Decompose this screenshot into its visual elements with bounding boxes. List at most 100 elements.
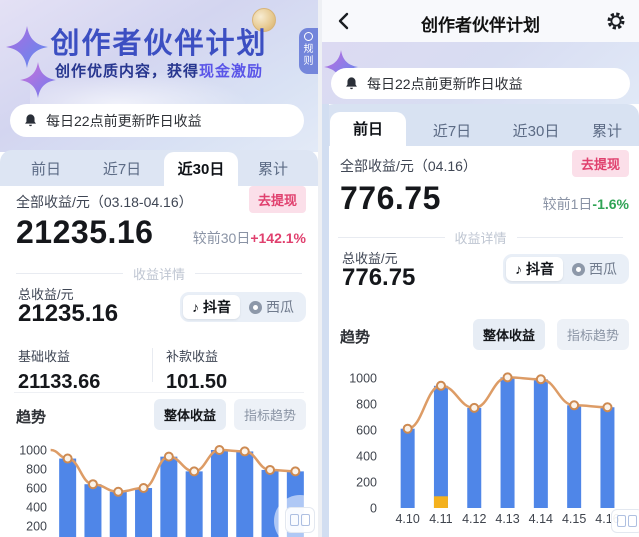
metric-trend-button[interactable]: 指标趋势 xyxy=(233,399,306,430)
details-divider[interactable]: 收益详情 xyxy=(16,264,303,283)
tab-7d[interactable]: 近7日 xyxy=(432,123,472,140)
svg-text:0: 0 xyxy=(370,502,377,516)
trend-chart: 1000 800 600 400 200 xyxy=(19,445,304,537)
platform-xigua-label: 西瓜 xyxy=(589,261,617,277)
svg-text:400: 400 xyxy=(356,450,377,464)
nav-bar: 创作者伙伴计划 xyxy=(322,0,639,42)
trend-chart: 1000 800 600 400 200 0 4.10 4.11 4.12 4.13 4.14 4.1… xyxy=(349,372,619,527)
trend-title: 趋势 xyxy=(340,329,371,346)
rules-icon xyxy=(304,32,313,41)
summary-label: 全部收益/元（04.16） xyxy=(340,158,477,174)
svg-text:4.15: 4.15 xyxy=(562,512,586,526)
breakdown-separator xyxy=(152,348,153,382)
watermark-logo xyxy=(611,509,639,533)
comparison-stat: 较前30日+142.1% xyxy=(193,228,306,248)
svg-text:600: 600 xyxy=(356,424,377,438)
breakdown-base: 基础收益 21133.66 xyxy=(18,346,100,394)
banner-subtitle-highlight: 现金激励 xyxy=(199,63,264,80)
platform-toggle: ♪ 抖音 西瓜 xyxy=(503,254,629,284)
watermark-glyph xyxy=(290,514,299,526)
notice-bar: 每日22点前更新昨日收益 xyxy=(10,104,304,137)
tab-30d[interactable]: 近30日 xyxy=(512,123,560,140)
total-income-amount: 776.75 xyxy=(342,264,416,291)
music-note-icon: ♪ xyxy=(192,299,199,315)
tab-bar xyxy=(0,150,318,186)
platform-xigua-label: 西瓜 xyxy=(266,299,294,315)
svg-text:1000: 1000 xyxy=(349,372,377,386)
summary-label: 全部收益/元（03.18-04.16） xyxy=(16,194,193,210)
watermark-logo xyxy=(285,507,315,533)
total-earnings-amount: 776.75 xyxy=(340,180,441,216)
tab-30d[interactable]: 近30日 xyxy=(164,152,238,186)
svg-text:200: 200 xyxy=(356,476,377,490)
total-earnings-amount: 21235.16 xyxy=(16,214,154,250)
star-decoration-icon xyxy=(6,26,48,68)
total-income-label: 总收益/元 xyxy=(18,287,74,302)
comparison-label: 较前1日 xyxy=(542,196,593,212)
tab-total[interactable]: 累计 xyxy=(257,161,288,178)
trend-title: 趋势 xyxy=(16,409,47,426)
breakdown-bonus-value: 101.50 xyxy=(166,371,228,393)
svg-text:1000: 1000 xyxy=(19,445,47,458)
breakdown-bonus-label: 补款收益 xyxy=(166,349,219,364)
platform-xigua[interactable]: 西瓜 xyxy=(240,295,303,319)
comparison-stat: 较前1日-1.6% xyxy=(543,194,629,214)
breakdown-bonus: 补款收益 101.50 xyxy=(166,346,227,394)
section-divider xyxy=(14,392,304,393)
divider-line xyxy=(516,237,624,238)
svg-text:800: 800 xyxy=(26,463,47,477)
gear-icon[interactable] xyxy=(605,10,627,32)
tab-prev-day[interactable]: 前日 xyxy=(30,161,61,178)
tab-7d[interactable]: 近7日 xyxy=(102,161,142,178)
platform-douyin[interactable]: ♪ 抖音 xyxy=(506,257,563,281)
notice-text: 每日22点前更新昨日收益 xyxy=(46,112,202,129)
banner-subtitle: 创作优质内容，获得现金激励 xyxy=(0,60,318,81)
details-divider[interactable]: 收益详情 xyxy=(338,228,624,247)
platform-douyin-label: 抖音 xyxy=(203,299,231,315)
svg-text:4.12: 4.12 xyxy=(462,512,486,526)
breakdown-base-value: 21133.66 xyxy=(18,371,101,393)
notice-bar: 每日22点前更新昨日收益 xyxy=(331,68,630,99)
overall-income-button[interactable]: 整体收益 xyxy=(472,319,545,350)
tab-prev-day[interactable]: 前日 xyxy=(330,112,406,146)
platform-xigua[interactable]: 西瓜 xyxy=(563,257,626,281)
divider-line xyxy=(16,273,123,274)
svg-text:4.10: 4.10 xyxy=(395,512,419,526)
back-icon[interactable] xyxy=(334,10,356,32)
divider-line xyxy=(338,237,445,238)
total-income-label: 总收益/元 xyxy=(342,251,398,266)
star-decoration-icon xyxy=(20,62,56,98)
details-divider-label: 收益详情 xyxy=(133,267,186,282)
platform-douyin[interactable]: ♪ 抖音 xyxy=(183,295,240,319)
comparison-value: +142.1% xyxy=(250,230,306,246)
withdraw-button[interactable]: 去提现 xyxy=(571,150,629,177)
edge-strip xyxy=(322,104,329,537)
xigua-icon xyxy=(572,262,585,276)
music-note-icon: ♪ xyxy=(515,261,522,277)
withdraw-button[interactable]: 去提现 xyxy=(248,186,306,213)
tab-total[interactable]: 累计 xyxy=(591,123,622,140)
details-divider-label: 收益详情 xyxy=(454,231,507,246)
bell-icon xyxy=(346,77,357,90)
watermark-glyph xyxy=(617,515,626,527)
rules-badge[interactable]: 规则 xyxy=(299,28,318,74)
metric-trend-button[interactable]: 指标趋势 xyxy=(556,319,629,350)
overall-income-button[interactable]: 整体收益 xyxy=(153,399,226,430)
divider-line xyxy=(195,273,303,274)
right-screenshot: 创作者伙伴计划 每日22点前更新昨日收益 前日 近7日 近30日 累计 xyxy=(322,0,639,537)
svg-text:4.14: 4.14 xyxy=(529,512,553,526)
nav-title: 创作者伙伴计划 xyxy=(421,16,540,35)
comparison-label: 较前30日 xyxy=(192,230,251,246)
bell-icon xyxy=(25,114,36,127)
svg-text:800: 800 xyxy=(356,398,377,412)
banner-subtitle-prefix: 创作优质内容，获得 xyxy=(54,63,199,80)
watermark-glyph xyxy=(628,515,637,527)
coin-icon xyxy=(252,8,276,32)
platform-douyin-label: 抖音 xyxy=(526,261,554,277)
banner-title: 创作者伙伴计划 xyxy=(50,28,268,60)
notice-text: 每日22点前更新昨日收益 xyxy=(367,75,523,92)
svg-text:200: 200 xyxy=(26,520,47,534)
svg-text:400: 400 xyxy=(26,501,47,515)
left-screenshot: 创作者伙伴计划 创作优质内容，获得现金激励 规则 每日22点前更新昨日收益 前日… xyxy=(0,0,318,537)
